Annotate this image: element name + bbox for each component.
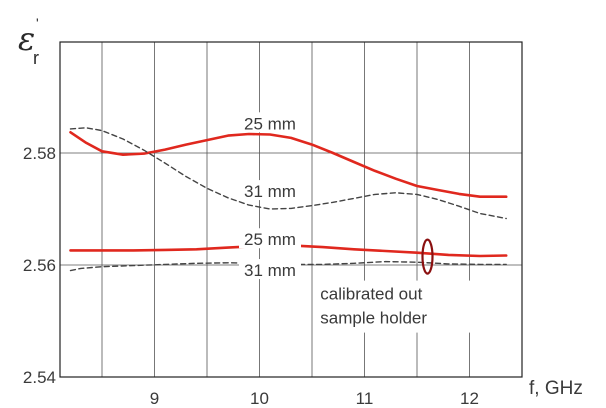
y-axis-symbol: ε <box>18 20 35 58</box>
series-label-bg-3 <box>239 259 301 280</box>
x-axis-label: f, GHz <box>529 378 583 399</box>
y-tick-label-1: 2.56 <box>23 256 56 275</box>
series-label-bg-1 <box>239 180 301 201</box>
y-tick-label-0: 2.54 <box>23 368 56 387</box>
series-label-bg-2 <box>239 228 301 249</box>
ticks: 9 10 11 12 2.54 2.56 2.58 <box>23 144 479 408</box>
x-tick-label-0: 9 <box>150 389 159 408</box>
annotation-bg <box>316 280 477 333</box>
annotation-line-1: calibrated out <box>320 285 422 304</box>
series-label-bg-0 <box>239 112 301 133</box>
series-line-0 <box>69 131 508 198</box>
series-label-layer: 25 mm 31 mm 25 mm 31 mm <box>239 112 301 280</box>
series-label-2: 25 mm <box>244 230 296 249</box>
series-line-1 <box>69 127 507 220</box>
y-axis-prime: ' <box>36 15 39 31</box>
x-tick-label-3: 12 <box>460 389 479 408</box>
y-tick-label-2: 2.58 <box>23 144 56 163</box>
x-tick-label-2: 11 <box>356 389 374 408</box>
series-label-3: 31 mm <box>244 261 296 280</box>
annotation: calibrated out sample holder <box>316 238 477 333</box>
y-axis-label: ε ' r <box>18 15 39 68</box>
series-label-1: 31 mm <box>244 182 296 201</box>
series-label-0: 25 mm <box>244 114 296 133</box>
annotation-line-2: sample holder <box>320 309 427 328</box>
annotation-marker <box>421 238 434 275</box>
x-tick-label-1: 10 <box>250 389 269 408</box>
y-axis-subscript: r <box>33 48 39 68</box>
plot-frame <box>59 41 523 378</box>
